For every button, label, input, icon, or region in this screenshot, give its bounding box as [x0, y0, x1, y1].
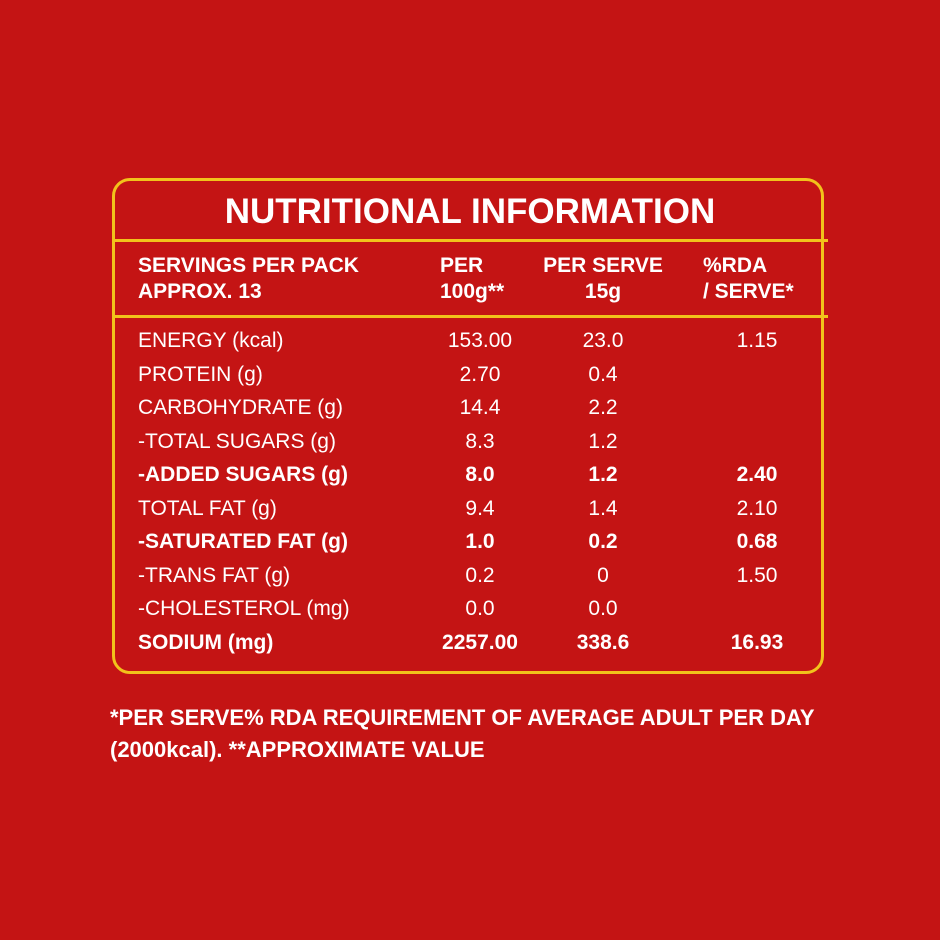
row-label: TOTAL FAT (g)	[138, 496, 277, 520]
row-value: 16.93	[730, 630, 784, 654]
row-label: SODIUM (mg)	[138, 630, 274, 654]
row-value: 153.00	[447, 329, 513, 352]
row-value: 0.0	[465, 597, 495, 620]
column-header: PER SERVE	[543, 254, 663, 277]
column-header: %RDA	[703, 254, 768, 277]
row-value: 0.2	[465, 563, 495, 587]
footnote: *PER SERVE% RDA REQUIREMENT OF AVERAGE A…	[110, 705, 815, 730]
row-value: 23.0	[582, 329, 624, 352]
footnote: (2000kcal). **APPROXIMATE VALUE	[110, 737, 485, 762]
row-value: 8.0	[465, 463, 495, 486]
column-header: 15g	[584, 280, 622, 303]
row-value: 9.4	[465, 496, 495, 520]
row-value: 1.0	[465, 530, 495, 553]
title: NUTRITIONAL INFORMATION	[224, 192, 716, 231]
row-value: 0.2	[588, 530, 618, 553]
row-value: 338.6	[576, 630, 630, 654]
row-label: -SATURATED FAT (g)	[138, 530, 348, 553]
row-value: 0	[597, 563, 609, 587]
column-header: / SERVE*	[703, 280, 794, 303]
row-label: -TOTAL SUGARS (g)	[138, 429, 336, 453]
row-label: -CHOLESTEROL (mg)	[138, 597, 350, 620]
row-value: 2.70	[459, 362, 501, 386]
row-label: -TRANS FAT (g)	[138, 563, 291, 587]
row-value: 14.4	[459, 396, 501, 419]
column-header: 100g**	[440, 280, 505, 303]
row-value: 2.2	[588, 396, 618, 419]
divider	[112, 239, 828, 242]
row-value: 0.68	[736, 530, 778, 553]
divider	[112, 315, 828, 318]
row-label: ENERGY (kcal)	[138, 329, 284, 352]
row-value: 2.40	[736, 463, 778, 486]
table-frame	[112, 178, 824, 674]
row-value: 8.3	[465, 429, 495, 453]
row-label: CARBOHYDRATE (g)	[138, 396, 343, 419]
column-header: PER	[440, 254, 484, 277]
row-value: 1.4	[588, 496, 618, 520]
row-value: 2257.00	[442, 630, 518, 654]
row-label: -ADDED SUGARS (g)	[138, 463, 348, 486]
row-value: 0.4	[588, 362, 618, 386]
row-value: 1.50	[736, 563, 778, 587]
row-value: 1.2	[588, 429, 618, 453]
row-value: 2.10	[736, 496, 778, 520]
row-value: 1.15	[736, 329, 778, 352]
row-value: 1.2	[588, 463, 618, 486]
header-label: SERVINGS PER PACK	[138, 254, 359, 277]
header-label: APPROX. 13	[138, 280, 262, 303]
row-value: 0.0	[588, 597, 618, 620]
row-label: PROTEIN (g)	[138, 362, 263, 386]
